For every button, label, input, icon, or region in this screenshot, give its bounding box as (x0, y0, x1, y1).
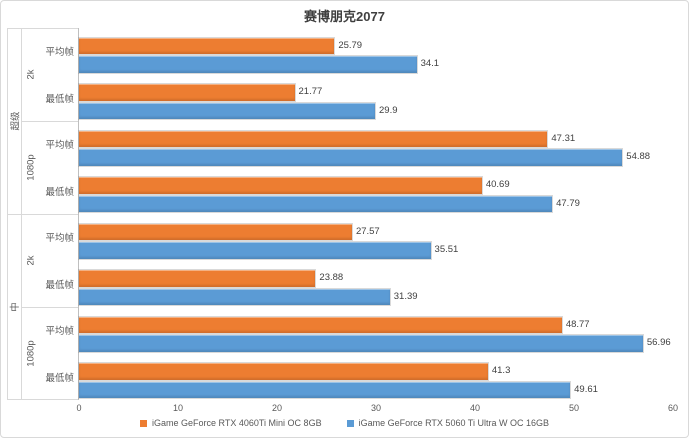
bar-series-0 (79, 363, 488, 380)
bar-value-label: 40.69 (485, 179, 510, 190)
category-label-quality-text: 超级 (10, 111, 22, 131)
axis-divider (7, 28, 78, 29)
bar-series-1 (79, 335, 643, 352)
bar-series-1 (79, 288, 390, 305)
bar-value-label: 49.61 (574, 383, 598, 395)
bar-value-label: 34.1 (420, 58, 440, 69)
x-tick-label: 20 (271, 403, 283, 413)
bar-series-1 (79, 56, 417, 73)
legend-label-1: iGame GeForce RTX 5060 Ti Ultra W OC 16G… (358, 418, 549, 428)
category-label-resolution-text: 2k (25, 69, 37, 80)
bar-series-0 (79, 223, 352, 240)
category-label-metric: 最低帧 (45, 372, 74, 384)
category-label-metric: 平均帧 (45, 233, 74, 245)
category-label-resolution-text: 1080p (25, 340, 37, 367)
bar-value-label: 35.51 (434, 244, 459, 255)
category-label-resolution-text: 2k (25, 255, 37, 266)
bar-series-1 (79, 242, 431, 259)
category-label-metric: 最低帧 (45, 279, 74, 291)
bar-series-0 (79, 84, 295, 101)
category-label-metric: 平均帧 (45, 140, 74, 152)
plot-area: 25.79 34.1 21.77 29.9 47.31 54.88 40.69 47.79 27… (79, 28, 673, 400)
category-label-resolution: 2k (21, 214, 41, 307)
axis-divider (21, 307, 78, 308)
bar-value-label: 56.96 (646, 337, 671, 348)
category-label-quality: 超级 (7, 28, 21, 214)
category-label-metric: 平均帧 (45, 47, 74, 59)
x-tick-label: 30 (370, 403, 382, 413)
bar-value-label: 25.79 (338, 39, 363, 51)
bar-value-label: 29.9 (379, 104, 398, 116)
legend-swatch-1 (346, 419, 354, 427)
legend-item-0: iGame GeForce RTX 4060Ti Mini OC 8GB (140, 418, 322, 428)
bar-series-0 (79, 316, 562, 333)
category-axis-line (78, 28, 79, 400)
bar-value-label: 41.3 (491, 365, 511, 376)
axis-divider (7, 28, 8, 400)
bar-series-1 (79, 381, 571, 398)
category-label-metric: 最低帧 (45, 93, 74, 105)
legend-item-1: iGame GeForce RTX 5060 Ti Ultra W OC 16G… (346, 418, 549, 428)
x-tick-label: 40 (469, 403, 481, 413)
axis-divider (21, 28, 22, 400)
axis-divider (21, 121, 78, 122)
bar-value-label: 47.79 (556, 197, 580, 209)
legend-label-0: iGame GeForce RTX 4060Ti Mini OC 8GB (152, 418, 322, 428)
bar-series-1 (79, 195, 553, 212)
axis-divider (7, 214, 78, 215)
category-label-resolution-text: 1080p (25, 154, 37, 181)
bar-series-1 (79, 102, 375, 119)
bar-series-1 (79, 149, 623, 166)
bar-series-0 (79, 177, 482, 194)
bar-value-label: 27.57 (355, 225, 380, 237)
category-label-quality-text: 中 (9, 302, 21, 312)
x-tick-label: 0 (76, 403, 82, 413)
category-label-resolution: 1080p (21, 121, 41, 214)
category-axis: 平均帧 最低帧 平均帧 最低帧 平均帧 最低帧 平均帧 最低帧 2k 1080p 2k 1080p 超级… (7, 28, 78, 400)
category-label-quality: 中 (7, 214, 21, 400)
legend: iGame GeForce RTX 4060Ti Mini OC 8GB iGam… (1, 418, 688, 428)
category-label-metric: 最低帧 (45, 186, 74, 198)
category-label-metric: 平均帧 (45, 326, 74, 338)
bar-series-0 (79, 270, 316, 287)
axis-divider (7, 399, 78, 400)
bar-value-label: 47.31 (551, 132, 576, 144)
x-axis: 0 10 20 30 40 50 60 (76, 403, 678, 415)
bar-value-label: 31.39 (393, 290, 418, 302)
x-tick-label: 50 (568, 403, 580, 413)
bar-value-label: 48.77 (565, 318, 590, 330)
category-label-resolution: 1080p (21, 307, 41, 400)
bar-value-label: 21.77 (298, 86, 323, 97)
bar-series-0 (79, 130, 548, 147)
x-tick-label: 10 (172, 403, 184, 413)
bar-value-label: 54.88 (626, 151, 651, 162)
x-tick-label: 60 (667, 403, 679, 413)
bar-value-label: 23.88 (319, 272, 344, 283)
bar-series-0 (79, 37, 335, 54)
chart-title: 赛博朋克2077 (304, 9, 385, 24)
legend-swatch-0 (140, 419, 148, 427)
category-label-resolution: 2k (21, 28, 41, 121)
